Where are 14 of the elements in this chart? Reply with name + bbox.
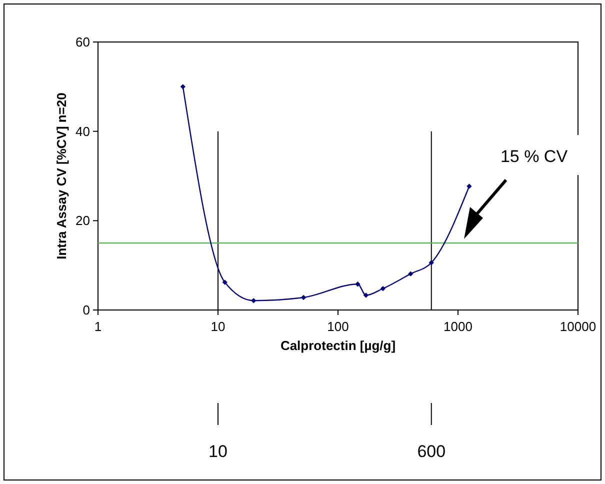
text: 600	[417, 442, 446, 461]
y-tick-label: 0	[82, 302, 90, 318]
y-axis-title: Intra Assay CV [%CV] n=20	[54, 92, 69, 260]
x-tick-label: 1000	[444, 319, 472, 334]
y-tick-label: 40	[76, 124, 90, 139]
x-tick-label: 100	[327, 319, 349, 334]
x-tick-label: 10	[210, 319, 226, 334]
text: 10	[208, 442, 228, 461]
y-tick-label: 20	[76, 213, 90, 228]
x-tick-label: 10000	[560, 319, 596, 334]
annotation: 15 % CV	[500, 147, 568, 166]
y-tick-label: 60	[76, 34, 90, 50]
x-tick-label: 1	[94, 319, 102, 334]
x-axis-title: Calprotectin [µg/g]	[280, 338, 396, 353]
